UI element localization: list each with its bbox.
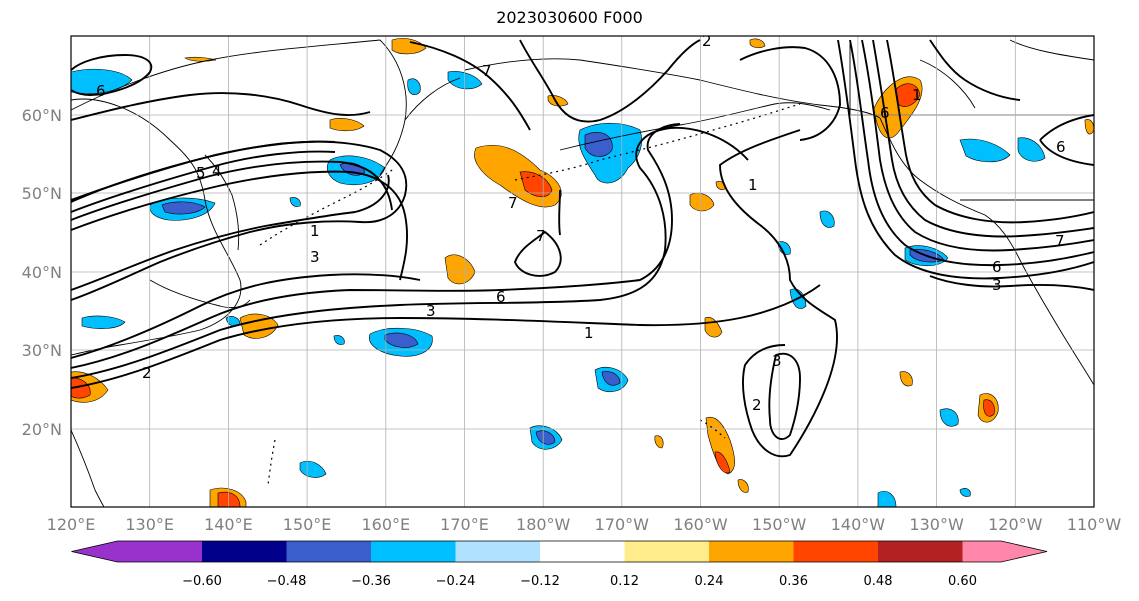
contour-label: 6 xyxy=(496,288,506,306)
map-title: 2023030600 F000 xyxy=(496,8,643,27)
lon-label: 130°W xyxy=(909,515,964,534)
contour-label: 1 xyxy=(310,222,320,240)
colorbar-tick-label: −0.48 xyxy=(267,574,307,589)
colorbar-tick-label: 0.48 xyxy=(864,574,893,589)
contour-label: 1 xyxy=(748,176,758,194)
lon-label: 180°W xyxy=(516,515,571,534)
colorbar-segment xyxy=(455,541,540,562)
contour-label: 6 xyxy=(96,82,106,100)
colorbar-segment xyxy=(624,541,709,562)
contour-label: 1 xyxy=(584,324,594,342)
colorbar-tick-label: 0.60 xyxy=(948,574,977,589)
contour-label: 5 xyxy=(196,164,206,182)
colorbar-tick-label: 0.12 xyxy=(610,574,639,589)
contour-label: 2 xyxy=(752,396,762,414)
lon-label: 160°W xyxy=(673,515,728,534)
colorbar-tick-label: −0.24 xyxy=(436,574,476,589)
colorbar-segment xyxy=(71,541,202,562)
colorbar-tick-label: −0.60 xyxy=(182,574,222,589)
contour-label: 7 xyxy=(536,227,546,245)
lon-label: 110°W xyxy=(1067,515,1122,534)
latitude-labels: 20°N 30°N 40°N 50°N 60°N xyxy=(22,106,62,439)
lat-label: 60°N xyxy=(22,106,62,125)
colorbar-segment xyxy=(286,541,371,562)
contour-label: 4 xyxy=(212,162,222,180)
colorbar-segment xyxy=(202,541,287,562)
contour-label: 1 xyxy=(912,86,922,104)
lat-label: 30°N xyxy=(22,341,62,360)
lon-label: 130°E xyxy=(125,515,174,534)
contour-labels: 6 2 7 5 4 1 3 7 1 7 6 3 1 3 2 2 1 6 7 6 … xyxy=(96,32,1066,414)
lon-label: 150°W xyxy=(752,515,807,534)
lon-label: 140°W xyxy=(831,515,886,534)
lon-label: 120°E xyxy=(47,515,96,534)
contour-label: 7 xyxy=(482,62,492,80)
contour-label: 3 xyxy=(992,276,1002,294)
lat-label: 20°N xyxy=(22,420,62,439)
contour-label: 3 xyxy=(772,352,782,370)
colorbar-tick-label: −0.36 xyxy=(351,574,391,589)
colorbar-tick-label: −0.12 xyxy=(520,574,560,589)
map-frame xyxy=(70,35,1095,508)
lon-label: 140°E xyxy=(204,515,253,534)
contour-label: 6 xyxy=(880,104,890,122)
colorbar-tick-label: 0.36 xyxy=(779,574,808,589)
colorbar-segment xyxy=(371,541,456,562)
colorbar-tick-labels: −0.60 −0.48 −0.36 −0.24 −0.12 0.12 0.24 … xyxy=(182,574,977,589)
contour-label: 6 xyxy=(1056,138,1066,156)
lon-label: 160°E xyxy=(361,515,410,534)
lat-label: 40°N xyxy=(22,263,62,282)
contour-label: 3 xyxy=(426,302,436,320)
contour-label: 7 xyxy=(1055,232,1065,250)
lon-label: 120°W xyxy=(988,515,1043,534)
contour-label: 2 xyxy=(142,364,152,382)
lon-label: 170°E xyxy=(440,515,489,534)
contour-label: 7 xyxy=(508,194,518,212)
contour-label: 6 xyxy=(992,258,1002,276)
colorbar-segment xyxy=(709,541,794,562)
colorbar-segment xyxy=(793,541,878,562)
map-background xyxy=(71,36,1094,507)
contour-label: 2 xyxy=(702,32,712,50)
colorbar-tick-label: 0.24 xyxy=(695,574,724,589)
colorbar-outline xyxy=(71,540,1048,563)
contour-label: 3 xyxy=(310,248,320,266)
lon-label: 150°E xyxy=(283,515,332,534)
colorbar-segment xyxy=(878,541,963,562)
longitude-labels: 120°E 130°E 140°E 150°E 160°E 170°E 180°… xyxy=(47,515,1122,534)
colorbar-segment xyxy=(962,541,1047,562)
colorbar xyxy=(71,540,1048,563)
contour-lines xyxy=(71,39,1094,458)
colorbar-segment xyxy=(540,541,625,562)
lon-label: 170°W xyxy=(595,515,650,534)
lat-label: 50°N xyxy=(22,184,62,203)
